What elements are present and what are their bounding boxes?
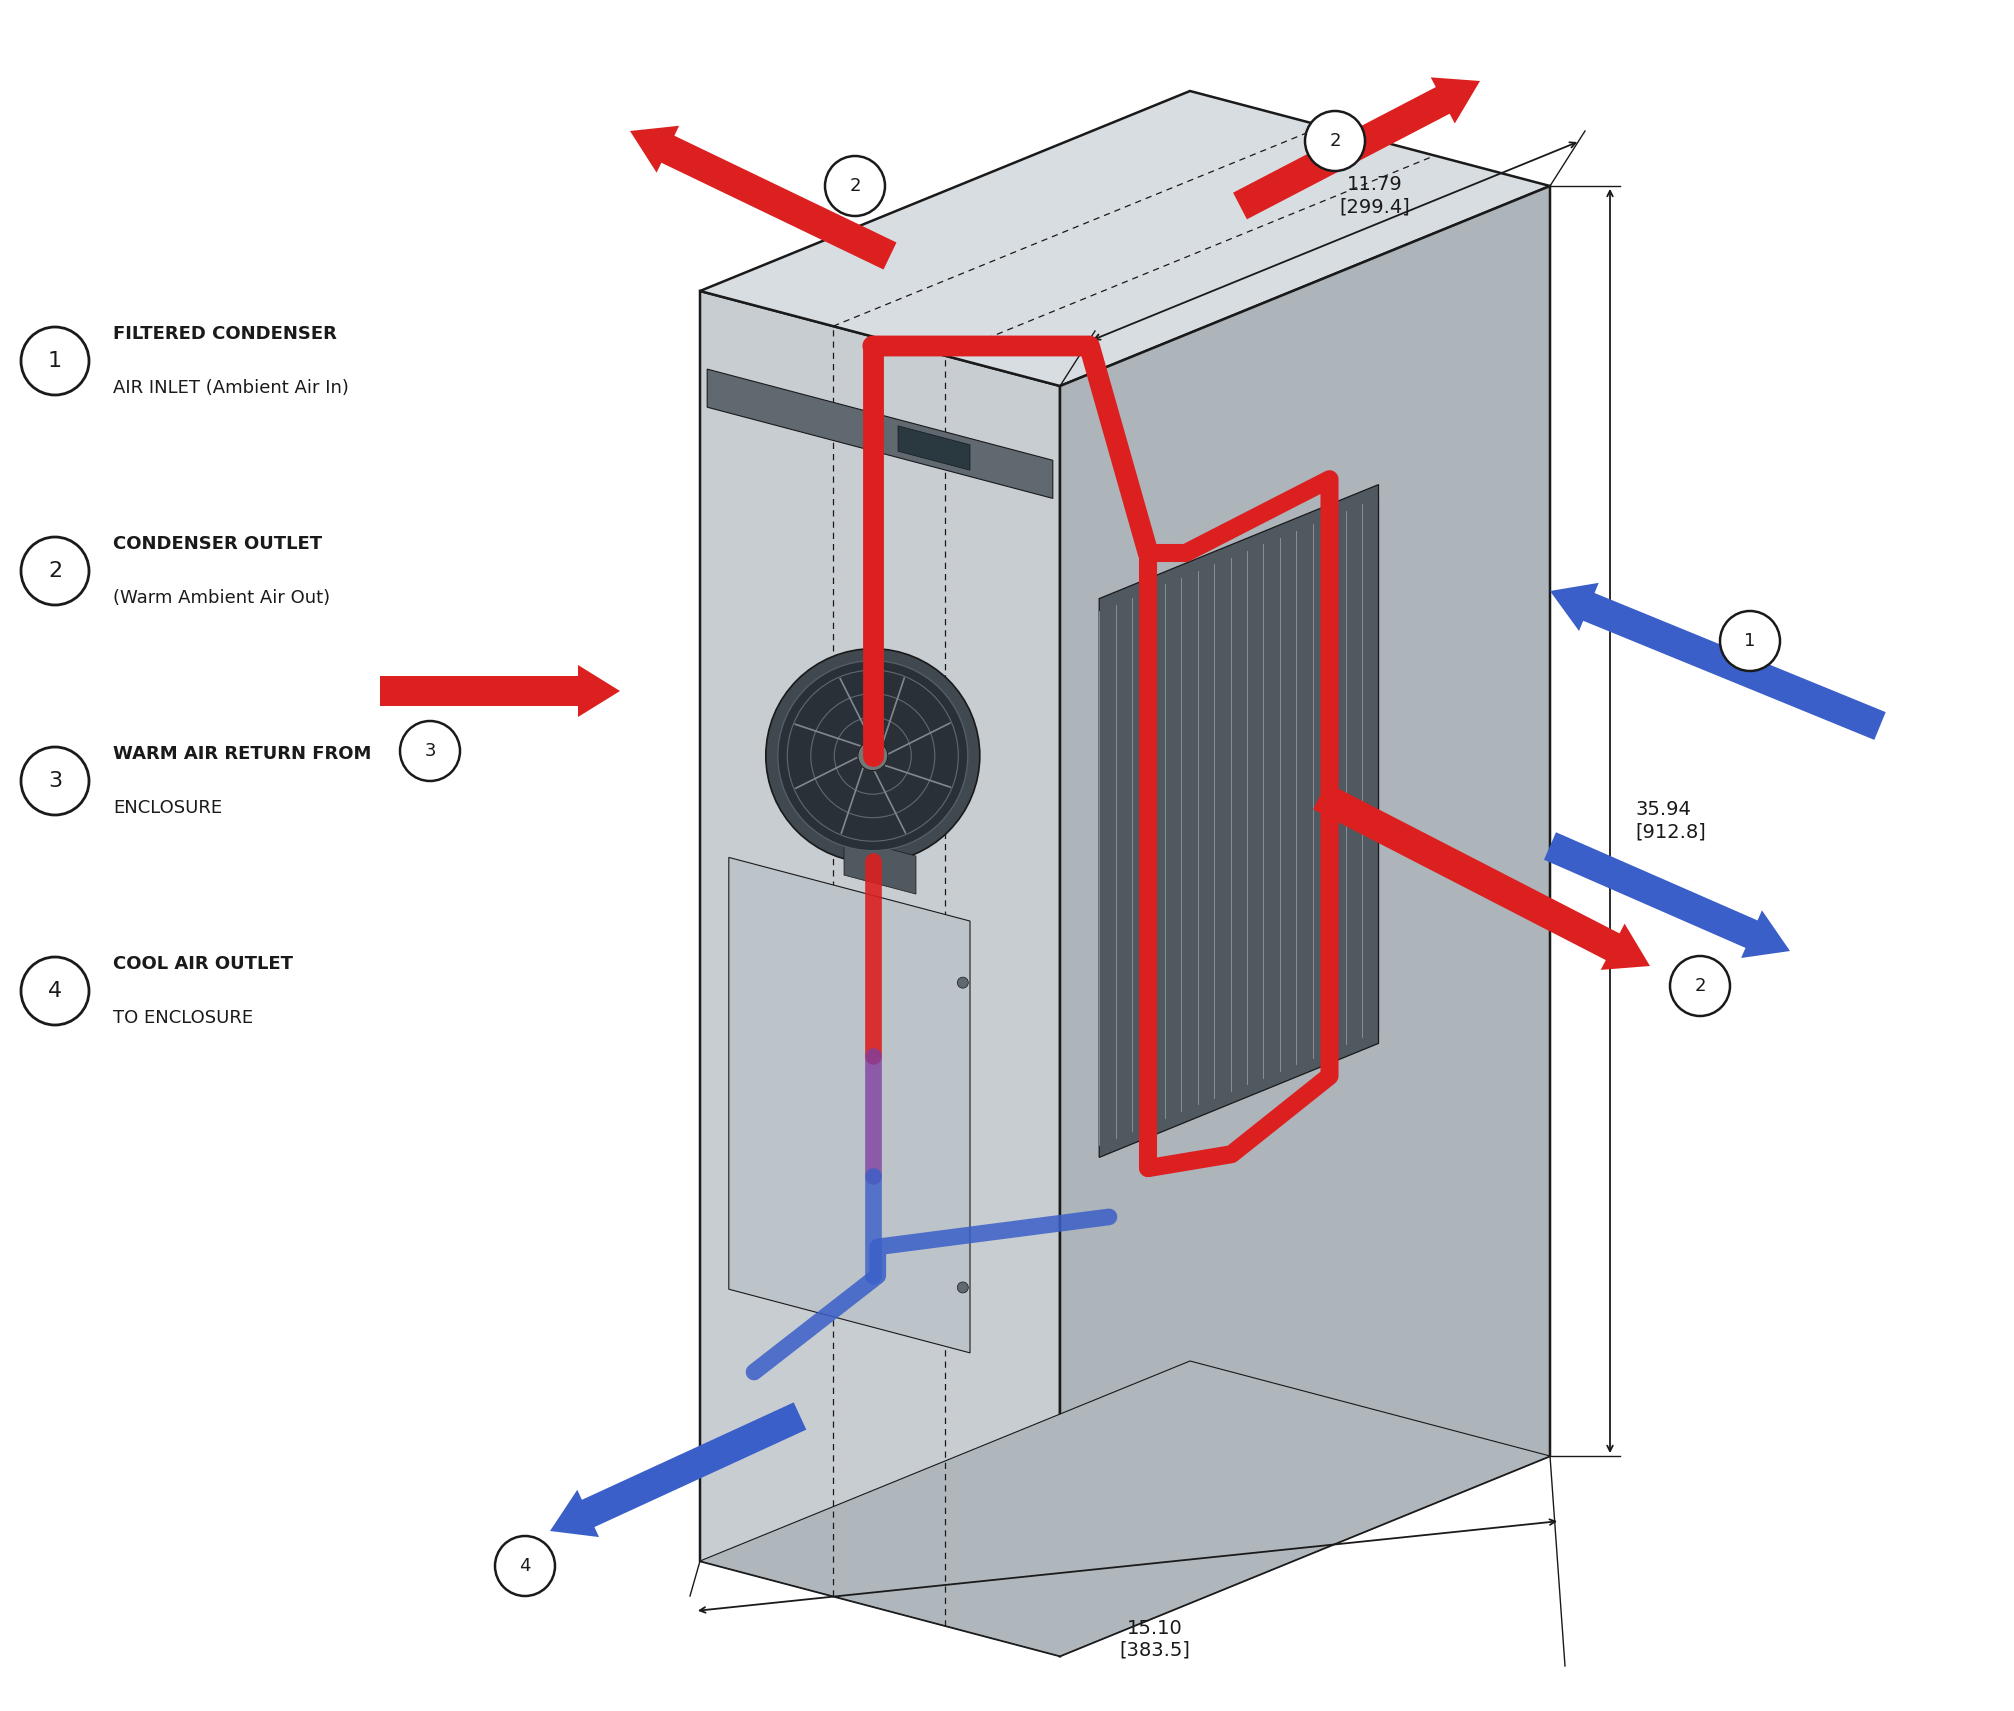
Polygon shape [898, 426, 971, 471]
Text: 15.10
[383.5]: 15.10 [383.5] [1120, 1619, 1190, 1660]
Text: ENCLOSURE: ENCLOSURE [113, 799, 222, 816]
FancyArrow shape [1551, 583, 1885, 739]
Polygon shape [701, 291, 1059, 1656]
Circle shape [858, 741, 888, 770]
Text: 1: 1 [1744, 631, 1756, 650]
FancyArrow shape [1233, 77, 1480, 219]
Text: TO ENCLOSURE: TO ENCLOSURE [113, 1009, 254, 1027]
FancyArrow shape [1545, 832, 1790, 958]
Circle shape [1720, 611, 1780, 671]
FancyArrow shape [1313, 782, 1649, 970]
Text: 2: 2 [1694, 977, 1706, 996]
Text: CONDENSER OUTLET: CONDENSER OUTLET [113, 536, 322, 553]
FancyArrow shape [550, 1403, 806, 1536]
Polygon shape [1059, 186, 1551, 1656]
Text: 2: 2 [1329, 132, 1341, 151]
Circle shape [765, 648, 979, 862]
Polygon shape [1100, 484, 1378, 1157]
Text: 3: 3 [48, 772, 62, 790]
Text: 2: 2 [48, 561, 62, 582]
Text: 4: 4 [520, 1557, 532, 1576]
Circle shape [1670, 956, 1730, 1016]
FancyArrow shape [630, 127, 896, 270]
Text: FILTERED CONDENSER: FILTERED CONDENSER [113, 325, 336, 342]
Text: 11.79
[299.4]: 11.79 [299.4] [1339, 176, 1410, 217]
Text: 2: 2 [850, 176, 860, 195]
Circle shape [495, 1536, 556, 1596]
Circle shape [20, 537, 89, 606]
Text: 1: 1 [48, 351, 62, 371]
Circle shape [1305, 111, 1365, 171]
Circle shape [20, 748, 89, 814]
Polygon shape [701, 1360, 1551, 1656]
Polygon shape [707, 370, 1053, 498]
Text: (Warm Ambient Air Out): (Warm Ambient Air Out) [113, 589, 330, 607]
Circle shape [20, 327, 89, 395]
Text: WARM AIR RETURN FROM: WARM AIR RETURN FROM [113, 744, 371, 763]
Circle shape [777, 660, 969, 850]
Polygon shape [844, 837, 916, 895]
Text: AIR INLET (Ambient Air In): AIR INLET (Ambient Air In) [113, 380, 348, 397]
Circle shape [957, 1282, 969, 1294]
Circle shape [401, 720, 459, 780]
Circle shape [826, 156, 884, 216]
Polygon shape [729, 857, 971, 1353]
Circle shape [20, 956, 89, 1025]
FancyArrow shape [381, 666, 620, 717]
Circle shape [957, 977, 969, 989]
Text: 3: 3 [425, 743, 435, 760]
Text: 35.94
[912.8]: 35.94 [912.8] [1635, 801, 1706, 842]
Text: 4: 4 [48, 980, 62, 1001]
Polygon shape [701, 91, 1551, 387]
Text: COOL AIR OUTLET: COOL AIR OUTLET [113, 955, 292, 974]
